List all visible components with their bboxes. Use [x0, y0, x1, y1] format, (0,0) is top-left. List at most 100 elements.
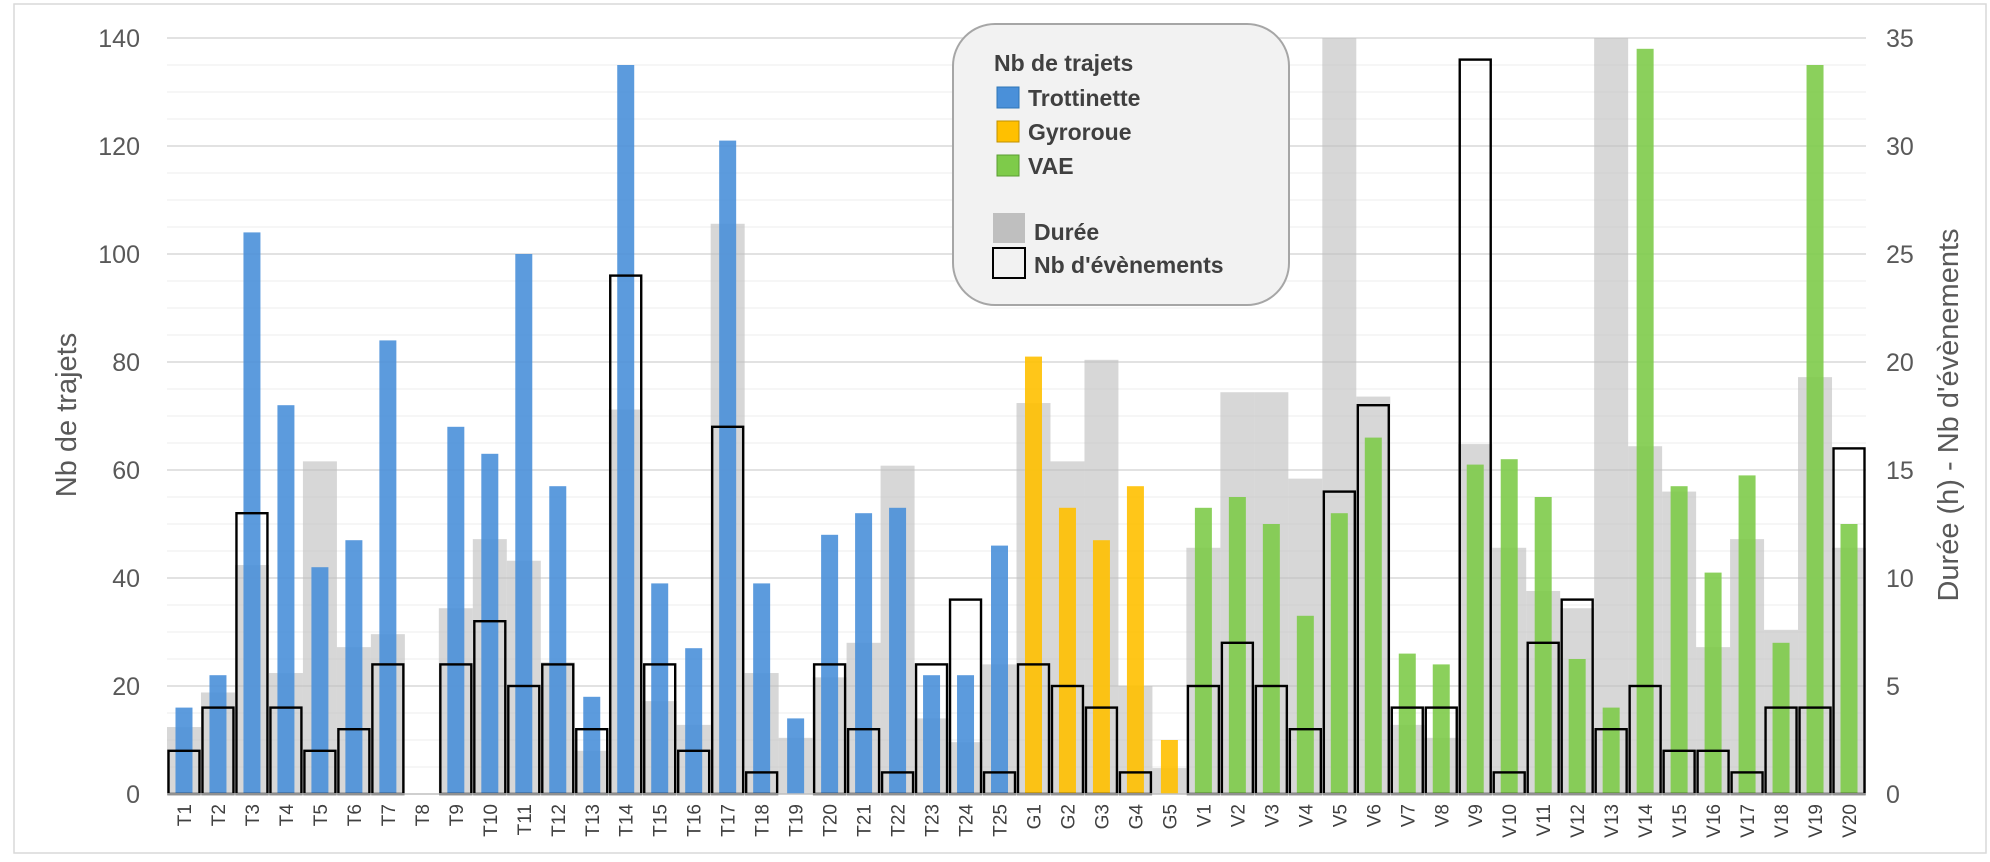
legend-label-duree: Durée — [1034, 219, 1099, 245]
legend: Nb de trajets Trottinette Gyroroue VAE D… — [952, 23, 1290, 306]
trajets-bar-trottinette — [889, 507, 907, 794]
legend-label-gyroroue: Gyroroue — [1028, 119, 1132, 145]
trajets-bar-trottinette — [651, 583, 669, 794]
x-category-label: V3 — [1262, 804, 1283, 827]
y-left-tick-label: 80 — [112, 349, 140, 377]
trajets-bar-vae — [1772, 642, 1790, 794]
x-category-label: V12 — [1568, 804, 1589, 838]
legend-swatch-vae — [996, 154, 1020, 177]
x-category-label: V8 — [1432, 804, 1453, 827]
legend-swatch-gyroroue — [996, 120, 1020, 143]
x-category-label: V9 — [1466, 804, 1487, 827]
x-category-label: T6 — [345, 804, 366, 826]
y-axis-right-title: Durée (h) - Nb d'évènements — [1933, 228, 1965, 601]
x-category-label: T3 — [243, 804, 264, 826]
trajets-bar-trottinette — [855, 513, 873, 794]
trajets-bar-trottinette — [617, 65, 635, 794]
x-category-label: V15 — [1670, 804, 1691, 838]
y-right-tick-label: 5 — [1886, 673, 1900, 701]
x-category-label: V6 — [1364, 804, 1385, 827]
x-category-label: T16 — [685, 804, 706, 837]
trajets-bar-trottinette — [311, 567, 329, 794]
x-category-label: T25 — [991, 804, 1012, 837]
x-category-label: V19 — [1806, 804, 1827, 838]
x-category-label: V4 — [1296, 804, 1317, 828]
x-category-label: G3 — [1092, 804, 1113, 829]
trajets-bar-trottinette — [957, 675, 975, 794]
trajets-bar-vae — [1398, 653, 1416, 794]
legend-label-vae: VAE — [1028, 153, 1074, 179]
trajets-bar-gyroroue — [1126, 486, 1144, 794]
x-category-label: V20 — [1840, 804, 1861, 838]
x-category-label: V1 — [1194, 804, 1215, 827]
x-category-label: V14 — [1636, 804, 1657, 838]
x-category-label: G2 — [1058, 804, 1079, 829]
legend-swatch-duree — [993, 213, 1025, 243]
legend-label-evenements: Nb d'évènements — [1034, 252, 1224, 278]
legend-box — [952, 23, 1290, 306]
x-category-label: V10 — [1500, 804, 1521, 838]
y-left-tick-label: 120 — [98, 133, 140, 161]
trajets-bar-trottinette — [209, 675, 227, 794]
x-category-label: V5 — [1330, 804, 1351, 827]
trajets-bar-trottinette — [277, 405, 295, 794]
x-category-label: T20 — [821, 804, 842, 837]
trajets-bar-trottinette — [991, 545, 1009, 794]
x-category-label: T10 — [481, 804, 502, 837]
x-category-label: T7 — [379, 804, 400, 826]
trajets-bar-vae — [1704, 572, 1722, 794]
trajets-bar-trottinette — [549, 486, 567, 794]
trajets-bar-trottinette — [923, 675, 941, 794]
x-category-label: T12 — [549, 804, 570, 837]
y-axis-left-title: Nb de trajets — [51, 333, 83, 497]
trajets-bar-vae — [1228, 497, 1246, 794]
trajets-bar-trottinette — [719, 140, 737, 795]
legend-heading: Nb de trajets — [994, 50, 1133, 76]
trajets-bar-trottinette — [447, 426, 465, 794]
x-category-label: V13 — [1602, 804, 1623, 838]
trajets-bar-vae — [1262, 524, 1280, 794]
x-category-label: V7 — [1398, 804, 1419, 827]
y-left-tick-label: 20 — [112, 673, 140, 701]
trajets-bar-vae — [1568, 659, 1586, 794]
x-category-label: G1 — [1024, 804, 1045, 829]
trajets-bar-vae — [1840, 524, 1858, 794]
x-category-label: T13 — [583, 804, 604, 837]
trajets-bar-gyroroue — [1058, 507, 1076, 794]
trajets-bar-trottinette — [345, 540, 363, 794]
trajets-bar-trottinette — [379, 340, 397, 794]
trajets-bar-vae — [1432, 664, 1450, 794]
x-category-label: T8 — [413, 804, 434, 826]
x-category-label: T17 — [719, 804, 740, 837]
nb-trajets-bars — [175, 48, 1858, 795]
x-category-label: T24 — [957, 804, 978, 837]
x-category-label: T22 — [889, 804, 910, 837]
x-category-label: T4 — [277, 804, 298, 827]
trajets-bar-vae — [1364, 437, 1382, 794]
x-category-label: V2 — [1228, 804, 1249, 827]
x-category-label: T11 — [515, 804, 536, 835]
trajets-bar-vae — [1330, 513, 1348, 794]
x-category-label: V11 — [1534, 804, 1555, 836]
x-category-label: G5 — [1160, 804, 1181, 829]
x-category-label: G4 — [1126, 804, 1147, 830]
y-right-tick-label: 20 — [1886, 349, 1914, 377]
y-right-tick-label: 10 — [1886, 565, 1914, 593]
legend-swatch-trottinette — [996, 86, 1020, 109]
axes: 0 20 40 60 80 100 120 140 0 5 10 15 20 25 30 35 T1 T2 T3 T4… — [98, 25, 1914, 838]
x-category-label: T18 — [753, 804, 774, 837]
trajets-bar-vae — [1466, 464, 1484, 794]
legend-swatch-evenements — [992, 247, 1026, 279]
y-right-tick-label: 30 — [1886, 133, 1914, 161]
trajets-bar-vae — [1194, 507, 1212, 794]
x-category-label: V18 — [1772, 804, 1793, 838]
x-category-label: T19 — [787, 804, 808, 837]
x-category-label: T21 — [855, 804, 876, 837]
x-category-label: T5 — [311, 804, 332, 826]
x-category-label: T9 — [447, 804, 468, 826]
y-right-tick-label: 25 — [1886, 241, 1914, 269]
y-right-tick-label: 0 — [1886, 781, 1900, 809]
trajets-bar-vae — [1636, 48, 1654, 795]
trajets-bar-vae — [1738, 475, 1756, 794]
